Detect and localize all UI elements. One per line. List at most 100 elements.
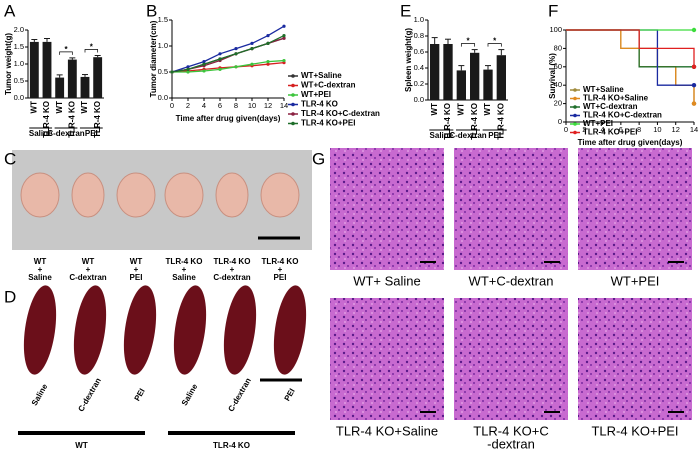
x-tick-label: TLR-4 KO [470, 103, 479, 140]
y-tick-label: 0 [558, 117, 562, 126]
significance-label: * [64, 45, 68, 54]
y-tick-label: 1.5 [158, 15, 168, 24]
x-tick-label: TLR-4 KO [67, 101, 76, 138]
histology-caption: WT+C-dextran [469, 273, 554, 288]
x-tick-label: 0 [564, 125, 568, 134]
legend-label: WT+Saline [301, 71, 342, 80]
point [266, 62, 270, 66]
point [234, 65, 238, 69]
tumor-caption: Saline [172, 273, 196, 282]
significance-label: * [466, 37, 470, 46]
x-tick-label: 8 [637, 125, 641, 134]
tumor-caption: C-dextran [213, 273, 250, 282]
legend-label: WT+PEI [301, 90, 331, 99]
y-tick-label: 1.5 [14, 42, 24, 51]
tumor-caption: Saline [28, 273, 52, 282]
series-line [172, 59, 285, 73]
point [234, 52, 238, 56]
tumor [260, 172, 300, 218]
x-tick-label: TLR-4 KO [496, 103, 505, 140]
histology-image [578, 148, 692, 270]
y-tick-label: 0.0 [158, 93, 168, 102]
group-label: Saline [29, 129, 53, 138]
tumor-caption: C-dextran [69, 273, 106, 282]
y-tick-label: 0.0 [414, 95, 424, 104]
point [202, 60, 206, 64]
x-tick-label: WT [80, 101, 89, 114]
group-label: PEI [85, 129, 98, 138]
x-tick-label: TLR-4 KO [93, 101, 102, 138]
legend-label: TLR-4 KO+PEI [301, 119, 355, 128]
panel-label: E [400, 1, 411, 20]
legend-marker [573, 122, 577, 126]
legend-label: WT+PEI [583, 119, 613, 128]
significance-label: * [90, 43, 94, 52]
group-label: C-dextran [47, 129, 84, 138]
point [266, 60, 270, 64]
spleen [73, 285, 107, 375]
survival-line [566, 29, 694, 86]
group-label: Saline [430, 131, 454, 140]
bar [93, 57, 103, 98]
point [202, 69, 206, 73]
tumor-caption: WT [34, 257, 47, 266]
series-line [171, 25, 285, 73]
x-tick-label: 10 [248, 101, 256, 110]
point [266, 41, 270, 46]
histology-caption: -dextran [487, 436, 535, 451]
significance-bracket [460, 43, 476, 47]
legend-marker [291, 121, 295, 126]
legend-marker [573, 96, 577, 101]
series-line [171, 35, 285, 73]
bar [67, 59, 77, 98]
tumor-caption: + [86, 265, 91, 274]
spleen [123, 285, 157, 375]
significance-bracket [487, 43, 502, 47]
x-tick-label: WT [55, 101, 64, 114]
x-tick-label: 6 [218, 101, 222, 110]
legend-marker [291, 83, 295, 88]
histology-caption: WT+ Saline [353, 273, 421, 288]
point [282, 36, 286, 40]
y-tick-label: 0.2 [414, 79, 424, 88]
group-label: PEI [488, 131, 501, 140]
point [170, 70, 174, 74]
y-tick-label: 0.5 [14, 76, 24, 85]
x-tick-label: 4 [202, 101, 206, 110]
panel-label: D [4, 287, 16, 306]
x-tick-label: 14 [690, 125, 698, 134]
y-tick-label: 80 [554, 43, 562, 52]
panel-label: A [4, 1, 16, 20]
legend-label: TLR-4 KO+Saline [583, 94, 649, 103]
series-line [171, 61, 285, 73]
tumor-caption: WT [82, 257, 95, 266]
legend-label: TLR-4 KO+C-dextran [301, 109, 380, 118]
bar [496, 55, 506, 100]
y-tick-label: 1.0 [158, 41, 168, 50]
point [691, 27, 697, 33]
point [234, 47, 238, 51]
histology-caption: TLR-4 KO+C [473, 423, 549, 438]
tumor [164, 172, 204, 218]
x-tick-label: 6 [619, 125, 623, 134]
histology-image [454, 298, 568, 420]
x-tick-label: 2 [582, 125, 586, 134]
x-tick-label: 12 [672, 125, 680, 134]
tumor-caption: TLR-4 KO [214, 257, 251, 266]
legend-label: TLR-4 KO+C-dextran [583, 111, 662, 120]
legend-marker [291, 93, 295, 97]
tumor [20, 172, 60, 218]
tumor-caption: + [134, 265, 139, 274]
x-tick-label: 10 [653, 125, 661, 134]
x-tick-label: WT [456, 103, 465, 116]
x-tick-label: 14 [280, 101, 288, 110]
point [202, 62, 206, 66]
point [186, 67, 190, 71]
point [282, 24, 286, 28]
histology-image [330, 298, 444, 420]
bar [483, 69, 493, 100]
histology-caption: TLR-4 KO+PEI [591, 423, 678, 438]
spleen [23, 285, 57, 375]
y-tick-label: 1.0 [414, 15, 424, 24]
x-tick-label: WT [483, 103, 492, 116]
